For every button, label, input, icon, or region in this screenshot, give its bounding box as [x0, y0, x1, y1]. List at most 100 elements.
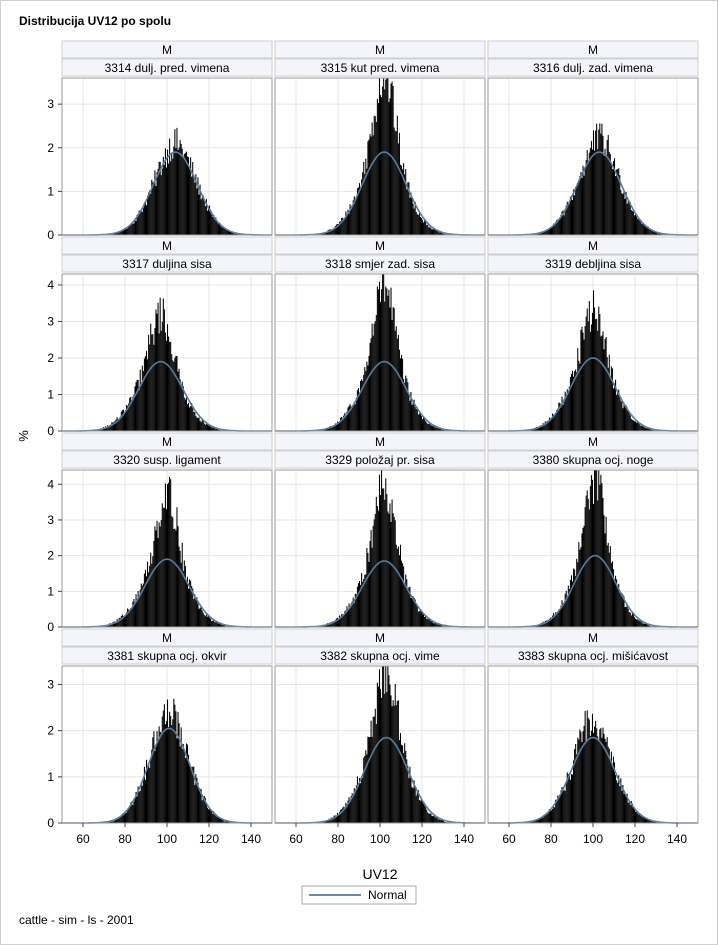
histogram-bar — [109, 424, 111, 431]
histogram-bar — [217, 429, 219, 431]
histogram-bar — [371, 547, 373, 627]
histogram-bar — [372, 525, 374, 627]
histogram-bar — [636, 422, 638, 431]
histogram-bar — [144, 356, 146, 431]
histogram-bar — [656, 232, 658, 235]
histogram-bar — [118, 418, 120, 431]
histogram-bar — [192, 766, 194, 823]
histogram-bar — [154, 170, 156, 235]
histogram-bar — [596, 318, 598, 431]
histogram-bar — [149, 344, 151, 431]
histogram-bar — [186, 404, 188, 431]
histogram-bar — [363, 161, 365, 235]
histogram-bar — [604, 738, 606, 823]
histogram-bar — [581, 742, 583, 823]
histogram-bar — [406, 378, 408, 431]
panel-trait-header — [61, 450, 273, 469]
histogram-bar — [116, 417, 118, 431]
panel-trait-label: 3382 skupna ocj. vime — [320, 649, 440, 663]
histogram-bar — [216, 221, 218, 235]
histogram-bar — [184, 566, 186, 627]
histogram-bar — [137, 379, 139, 431]
x-axis-label: UV12 — [362, 866, 397, 882]
histogram-bar — [651, 429, 653, 431]
histogram-bar — [354, 404, 356, 431]
histogram-bar — [152, 556, 154, 627]
histogram-bar — [630, 800, 632, 823]
panel-sex-label: M — [588, 631, 598, 645]
histogram-bar — [401, 744, 403, 823]
histogram-bar — [352, 794, 354, 823]
histogram-bar — [631, 419, 633, 431]
histogram-bar — [114, 233, 116, 235]
histogram-bar — [148, 192, 150, 235]
histogram-bar — [591, 312, 593, 431]
histogram-bar — [216, 622, 218, 627]
histogram-bar — [394, 130, 396, 235]
histogram-bar — [653, 231, 655, 235]
histogram-bar — [179, 379, 181, 431]
histogram-bar — [109, 821, 111, 823]
histogram-bar — [338, 814, 340, 823]
histogram-bar — [590, 475, 592, 627]
histogram-bar — [587, 499, 589, 627]
histogram-bar — [619, 175, 621, 235]
histogram-bar — [127, 228, 129, 235]
histogram-bar — [134, 603, 136, 627]
panel-frame — [61, 469, 273, 628]
histogram-bar — [172, 158, 174, 235]
histogram-bar — [618, 583, 620, 627]
histogram-bar — [633, 215, 635, 235]
histogram-bar — [200, 199, 202, 235]
histogram-bar — [380, 95, 382, 235]
histogram-bar — [547, 812, 549, 823]
histogram-bar — [356, 586, 358, 627]
histogram-bar — [426, 809, 428, 823]
histogram-bar — [430, 425, 432, 431]
histogram-bar — [585, 740, 587, 823]
histogram-bar — [322, 233, 324, 235]
histogram-bar — [157, 168, 159, 235]
histogram-bar — [569, 376, 571, 431]
histogram-bar — [576, 186, 578, 235]
histogram-bar — [412, 596, 414, 627]
histogram-bar — [169, 341, 171, 431]
histogram-bar — [339, 811, 341, 823]
histogram-bar — [334, 815, 336, 823]
histogram-bar — [385, 666, 387, 823]
histogram-bar — [123, 814, 125, 823]
y-tick-label: 2 — [47, 724, 54, 738]
histogram-bar — [633, 617, 635, 627]
histogram-bar — [345, 610, 347, 627]
histogram-bar — [195, 774, 197, 823]
histogram-bar — [159, 526, 161, 627]
histogram-bar — [384, 499, 386, 627]
histogram-bar — [162, 156, 164, 235]
histogram-bar — [583, 175, 585, 235]
histogram-bar — [556, 800, 558, 823]
histogram-bar — [556, 410, 558, 431]
histogram-bar — [560, 605, 562, 627]
histogram-bar — [573, 189, 575, 235]
histogram-bar — [544, 815, 546, 823]
histogram-bar — [207, 206, 209, 235]
histogram-bar — [360, 381, 362, 431]
histogram-bar — [598, 129, 600, 235]
histogram-bar — [132, 223, 134, 235]
histogram-bar — [174, 528, 176, 627]
histogram-bar — [433, 815, 435, 823]
histogram-bar — [168, 163, 170, 235]
histogram-bar — [614, 158, 616, 235]
histogram-bar — [349, 403, 351, 431]
histogram-bar — [326, 821, 328, 823]
histogram-bars — [315, 666, 452, 823]
histogram-bar — [101, 429, 103, 431]
histogram-bar — [643, 427, 645, 431]
histogram-bar — [538, 233, 540, 235]
histogram-bar — [549, 418, 551, 431]
histogram-bar — [657, 233, 659, 235]
histogram-bar — [434, 622, 436, 627]
histogram-bar — [209, 617, 211, 627]
histogram-bar — [596, 123, 598, 235]
histogram-bar — [163, 507, 165, 627]
